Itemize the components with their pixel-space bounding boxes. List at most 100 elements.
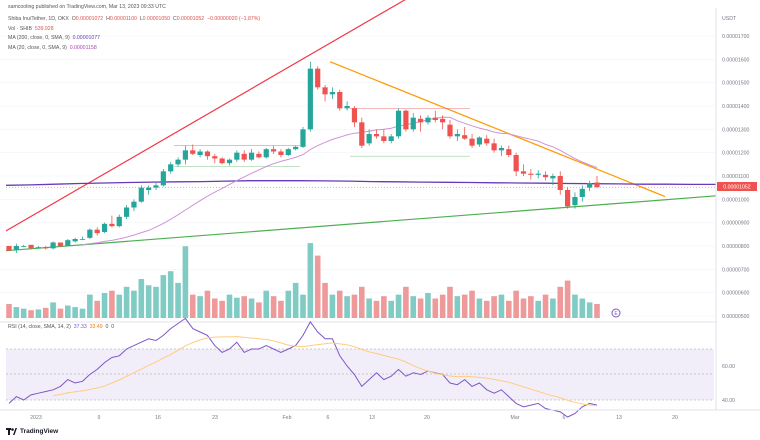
rsi-label: RSI (14, close, SMA, 14, 2) (8, 324, 71, 330)
candle-body (197, 151, 203, 155)
rsi-ma-value: 33.49 (89, 324, 103, 330)
candle-body (182, 150, 188, 160)
candle-body (212, 156, 218, 159)
symbol-legend[interactable]: Shiba Inu/Tether, 1D, OKX O0.00001072 H0… (8, 16, 260, 22)
candle-body (579, 188, 585, 197)
volume-bar (439, 294, 446, 318)
candle-body (535, 173, 541, 175)
earnings-marker-glyph: E (614, 311, 618, 317)
volume-value: 539.928 (34, 26, 54, 32)
candle-body (72, 239, 78, 242)
volume-bar (447, 286, 453, 318)
time-tick-label: 2023 (30, 415, 42, 421)
rsi-band (6, 349, 714, 400)
volume-bar (351, 294, 358, 318)
volume-bar (417, 298, 424, 318)
candle-body (520, 171, 527, 174)
volume-bar (344, 296, 350, 318)
volume-bar (197, 296, 203, 318)
candle-body (359, 122, 365, 146)
time-tick-label: 9 (98, 415, 101, 421)
tradingview-logo-icon (6, 428, 17, 435)
candle-body (454, 134, 460, 137)
price-tick-label: 0.00001100 (722, 174, 749, 180)
candle-body (513, 155, 519, 172)
volume-bar (314, 255, 321, 318)
price-tick-label: 0.00000500 (722, 314, 750, 320)
candlestick-series (6, 61, 600, 253)
candle-body (395, 110, 402, 137)
upper-trendline (5, 0, 406, 232)
candle-body (425, 117, 431, 123)
volume-bar (226, 294, 233, 318)
volume-bar (6, 303, 12, 318)
price-tick-label: 0.00001600 (722, 57, 750, 63)
volume-bar (160, 275, 167, 318)
candle-body (234, 152, 240, 160)
volume-bar (42, 307, 49, 318)
volume-bar (395, 294, 402, 318)
volume-bar (432, 298, 439, 318)
currency-label: USDT (722, 16, 737, 22)
price-axis[interactable]: 0.00001700 0.00001600 0.00001500 0.00001400… (722, 34, 750, 320)
candle-body (271, 149, 277, 152)
volume-legend[interactable]: Vol · SHIB 539.928 (8, 26, 54, 32)
candle-body (322, 87, 328, 95)
time-tick-label: Feb (283, 415, 292, 421)
volume-bar (520, 298, 527, 318)
candle-body (175, 159, 181, 165)
price-tick-label: 0.00001700 (722, 34, 750, 40)
volume-bar (586, 302, 593, 318)
candle-body (587, 183, 593, 188)
volume-bar (528, 296, 534, 318)
volume-bar (109, 290, 115, 318)
volume-bar (116, 294, 123, 318)
rsi-legend[interactable]: RSI (14, close, SMA, 14, 2) 37.33 33.49 … (8, 324, 114, 330)
ma20-label: MA (20, close, 0, SMA, 9) (8, 45, 67, 51)
candle-body (160, 171, 166, 186)
ma20-legend[interactable]: MA (20, close, 0, SMA, 9) 0.00001158 (8, 45, 97, 51)
candle-body (351, 108, 358, 123)
volume-bar (57, 308, 64, 318)
time-tick-label: 20 (424, 415, 430, 421)
volume-bar (336, 290, 343, 318)
candle-body (381, 136, 387, 141)
close-value: 0.00001052 (176, 16, 205, 22)
candle-body (28, 244, 34, 249)
volume-bar (579, 298, 586, 318)
change-value: −0.00000020 (−1.87%) (207, 16, 261, 22)
volume-bar (300, 294, 306, 318)
time-tick-label: 6 (327, 415, 330, 421)
low-prefix: L (139, 16, 143, 22)
time-tick-label: 13 (616, 415, 622, 421)
candle-body (572, 197, 578, 206)
candle-body (462, 135, 468, 139)
candle-body (131, 201, 137, 208)
tradingview-footer[interactable]: TradingView (6, 428, 58, 435)
ma200-legend[interactable]: MA (200, close, 0, SMA, 9) 0.00001077 (8, 35, 100, 41)
time-axis[interactable]: 2023 9 16 23 Feb 6 13 20 Mar 6 13 20 (30, 415, 678, 421)
candle-body (337, 92, 343, 109)
volume-bar (101, 293, 108, 318)
earnings-marker-icon[interactable] (611, 308, 621, 318)
volume-bar (204, 290, 211, 318)
candle-body (153, 185, 159, 188)
volume-bar (219, 300, 225, 318)
price-tick-label: 0.00000900 (722, 221, 750, 227)
volume-bar (572, 294, 578, 318)
candle-body (469, 138, 475, 146)
volume-bar (359, 286, 365, 318)
candle-body (204, 151, 211, 157)
time-tick-label: 23 (212, 415, 218, 421)
candle-body (432, 117, 438, 120)
candle-body (498, 148, 505, 151)
volume-bar (145, 285, 152, 318)
published-header: samcooling published on TradingView.com,… (8, 4, 166, 10)
candle-body (418, 118, 424, 123)
volume-bar (292, 282, 299, 318)
volume-bar (248, 298, 255, 318)
candle-body (293, 146, 299, 150)
time-tick-label: 20 (672, 415, 678, 421)
volume-series (6, 243, 600, 318)
